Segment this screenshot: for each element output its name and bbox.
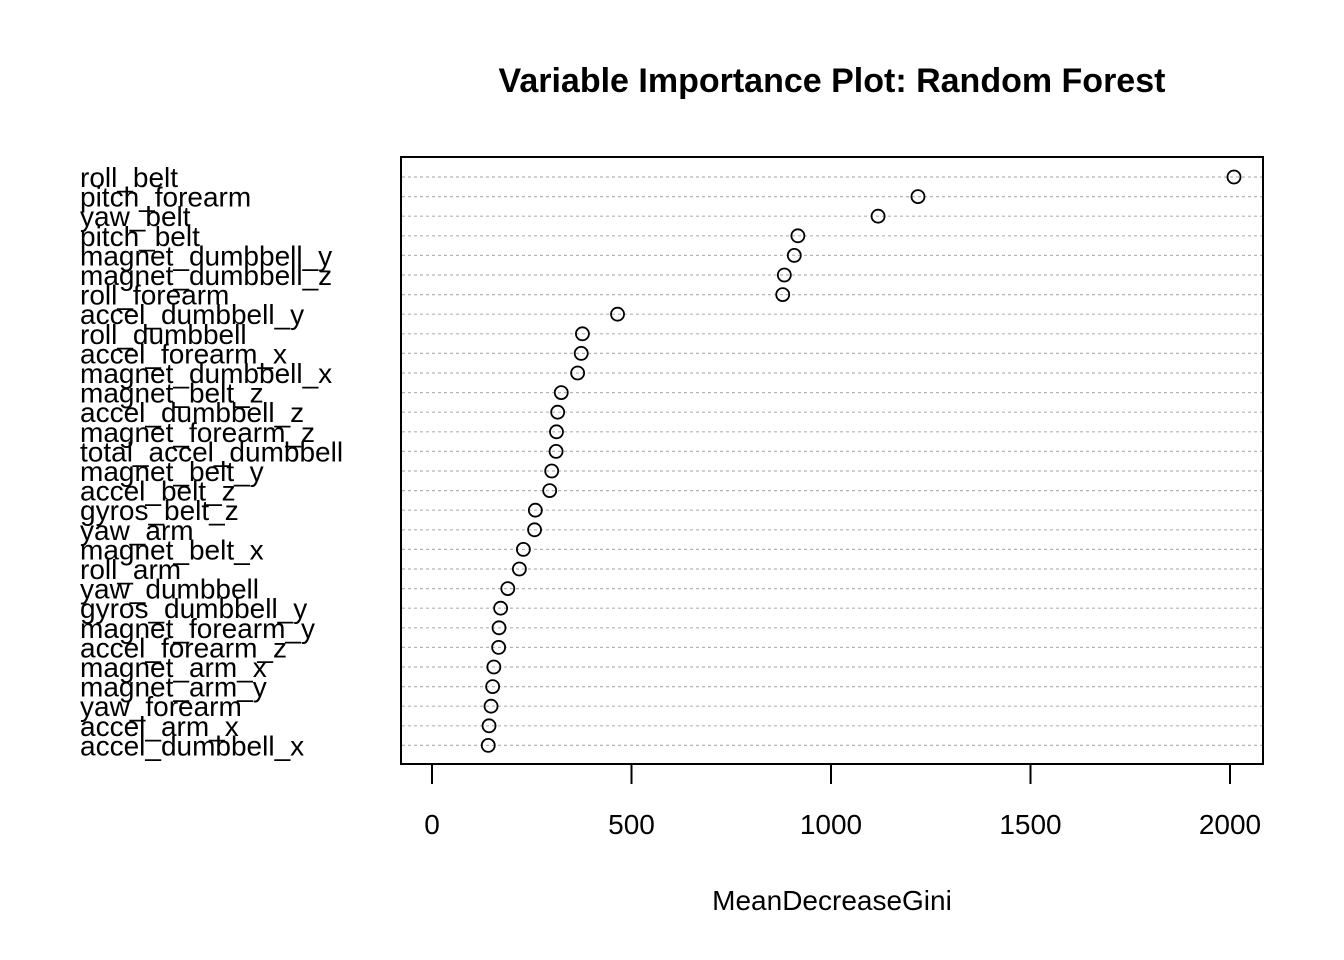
row-label: accel_dumbbell_y [80, 299, 304, 330]
data-point [610, 306, 625, 322]
data-point [549, 424, 564, 440]
row-label: yaw_dumbbell [80, 574, 259, 605]
data-point [553, 385, 569, 401]
data-point [910, 189, 926, 205]
data-point [548, 443, 564, 459]
plot-frame [400, 156, 1264, 765]
data-point [481, 718, 497, 734]
grid-lines [402, 176, 1262, 747]
row-label: accel_dumbbell_x [80, 730, 304, 761]
chart-title: Variable Importance Plot: Random Forest [499, 62, 1166, 100]
row-label: gyros_belt_z [80, 495, 239, 526]
data-point [500, 581, 516, 596]
row-label: roll_arm [80, 554, 181, 585]
data-point [786, 247, 802, 263]
row-label: roll_belt [80, 162, 178, 193]
x-tick-label: 0 [424, 809, 440, 840]
data-point [491, 620, 507, 636]
data-point [493, 600, 509, 616]
x-tick-label: 2000 [1199, 809, 1261, 840]
row-label: accel_belt_z [80, 476, 236, 507]
data-point [527, 522, 542, 538]
data-points [480, 169, 1242, 753]
data-point [870, 208, 886, 224]
data-point [550, 404, 566, 420]
row-label: accel_forearm_x [80, 338, 287, 369]
row-label: pitch_belt [80, 221, 200, 252]
data-point [1226, 169, 1242, 185]
row-label: roll_dumbbell [80, 319, 247, 350]
row-label: yaw_arm [80, 515, 194, 546]
x-axis: 0 500 1000 1500 2000 [424, 763, 1261, 840]
data-point [511, 561, 527, 577]
row-label: total_accel_dumbbell [80, 436, 343, 467]
row-label: accel_arm_x [80, 711, 239, 742]
x-tick-label: 1000 [800, 809, 862, 840]
row-label: magnet_belt_y [80, 456, 264, 487]
row-label: pitch_forearm [80, 182, 251, 213]
data-point [542, 483, 558, 499]
row-label: magnet_dumbbell_z [80, 260, 332, 291]
data-point [480, 738, 496, 753]
row-label: roll_forearm [80, 280, 229, 311]
data-point [775, 287, 791, 303]
row-label: magnet_forearm_z [80, 417, 315, 448]
row-labels: roll_beltpitch_forearmyaw_beltpitch_belt… [80, 162, 343, 761]
data-point [790, 228, 806, 244]
row-label: yaw_forearm [80, 691, 242, 722]
row-label: magnet_forearm_y [80, 613, 315, 644]
row-label: magnet_belt_z [80, 378, 264, 409]
row-label: magnet_dumbbell_x [80, 358, 332, 389]
data-point [544, 463, 560, 479]
x-tick-label: 500 [608, 809, 655, 840]
row-label: yaw_belt [80, 201, 191, 232]
row-label: magnet_dumbbell_y [80, 240, 332, 271]
x-axis-label: MeanDecreaseGini [712, 885, 952, 916]
row-label: accel_forearm_z [80, 632, 287, 663]
data-point [575, 326, 590, 342]
x-tick-label: 1500 [999, 809, 1061, 840]
row-label: magnet_arm_y [80, 672, 267, 703]
data-point [491, 640, 507, 655]
data-point [515, 542, 531, 557]
row-label: magnet_arm_x [80, 652, 267, 683]
row-label: magnet_belt_x [80, 534, 264, 565]
data-point [776, 267, 792, 283]
data-point [573, 345, 589, 361]
row-label: gyros_dumbbell_y [80, 593, 307, 624]
data-point [570, 365, 586, 381]
data-point [483, 698, 499, 714]
data-point [527, 502, 543, 518]
data-point [485, 679, 501, 694]
data-point [486, 659, 502, 675]
row-label: accel_dumbbell_z [80, 397, 304, 428]
